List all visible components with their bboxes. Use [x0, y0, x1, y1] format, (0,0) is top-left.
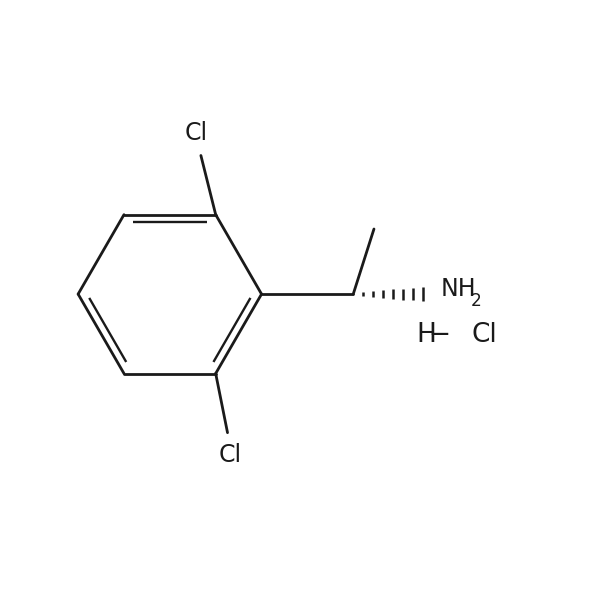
Text: Cl: Cl [472, 322, 497, 349]
Text: H: H [416, 322, 436, 349]
Text: −: − [428, 322, 450, 349]
Text: NH: NH [440, 277, 476, 301]
Text: 2: 2 [471, 292, 482, 310]
Text: Cl: Cl [185, 121, 208, 145]
Text: Cl: Cl [219, 443, 242, 467]
